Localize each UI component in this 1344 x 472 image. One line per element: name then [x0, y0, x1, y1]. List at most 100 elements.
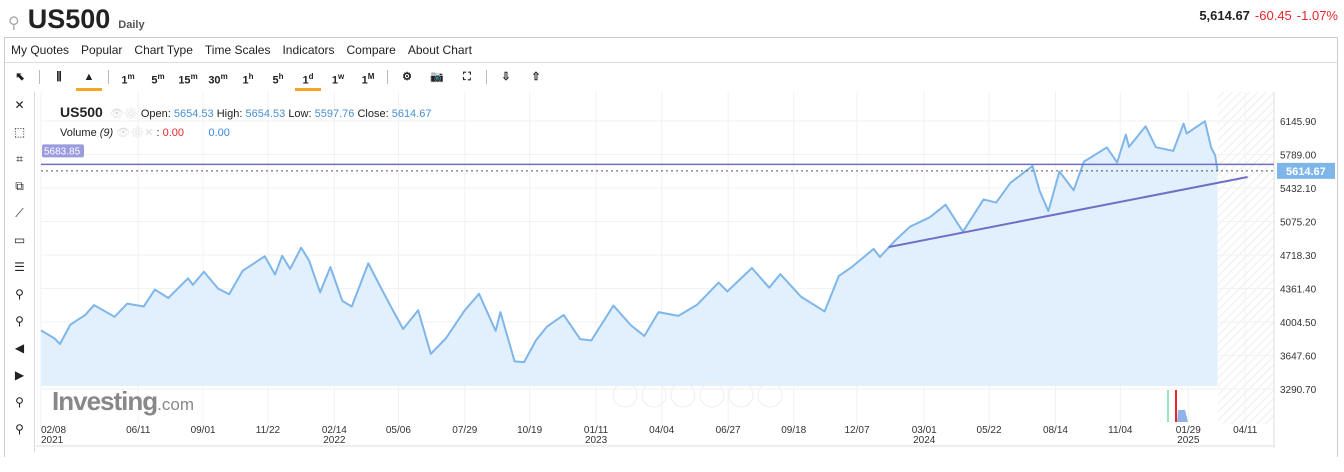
chart-nav-button[interactable]: [641, 382, 667, 408]
upload-icon[interactable]: ⇧: [531, 71, 541, 83]
zoom-fit-icon[interactable]: ⚲: [15, 395, 24, 409]
x-tick-label: 11/22: [256, 425, 281, 436]
x-tick-label: 03/01: [912, 425, 937, 436]
chart-menu: My Quotes Popular Chart Type Time Scales Ind…: [5, 38, 1337, 63]
chart-nav-button[interactable]: [670, 382, 696, 408]
timescale-number: 1: [302, 74, 309, 87]
timescale-number: 5: [272, 74, 279, 87]
area-chart-icon[interactable]: ▲: [74, 65, 104, 91]
current-price-value: 5614.67: [1286, 166, 1326, 178]
chart-nav-button[interactable]: [757, 382, 783, 408]
rectangle-tool-icon[interactable]: ▭: [13, 233, 26, 247]
timescale-unit: m: [190, 72, 198, 81]
x-tick-label: 05/22: [977, 425, 1002, 436]
timescale-30m[interactable]: 30m: [203, 65, 233, 89]
timescale-unit: m: [157, 72, 165, 81]
x-tick-label: 08/14: [1043, 425, 1068, 436]
y-tick-label: 5789.00: [1280, 151, 1317, 162]
menu-item-my-quotes[interactable]: My Quotes: [11, 43, 70, 57]
close-value: 5614.67: [391, 108, 432, 120]
magnet-icon[interactable]: ⌗: [16, 152, 23, 166]
period-label: Daily: [118, 19, 145, 31]
line-tool-icon[interactable]: ⟋: [15, 206, 24, 220]
drawing-tools-sidebar: ✕ ⬚ ⌗ ⧉ ⟋ ▭ ☰ ⚲ ⚲ ◀ ▶ ⚲ ⚲: [5, 92, 35, 452]
future-area: [1217, 92, 1274, 424]
chart-frame: [4, 37, 1338, 457]
close-icon[interactable]: ✕: [14, 98, 25, 112]
volume-settings-icon[interactable]: 👁⚙✕: [116, 127, 154, 139]
timescale-1w[interactable]: 1w: [323, 65, 353, 89]
menu-item-indicators[interactable]: Indicators: [282, 43, 335, 57]
x-tick-label: 01/11: [584, 425, 609, 436]
x-tick-label: 06/27: [716, 425, 741, 436]
fibonacci-icon[interactable]: ☰: [14, 260, 25, 274]
investing-logo: Investing.com: [52, 386, 194, 416]
price-change: -60.45: [1254, 8, 1292, 23]
timescale-number: 30: [208, 74, 221, 87]
candlestick-icon[interactable]: ⫼: [56, 71, 62, 83]
zoom-reset-icon[interactable]: ⚲: [15, 422, 24, 436]
timescale-number: 1: [242, 74, 249, 87]
menu-item-compare[interactable]: Compare: [346, 43, 396, 57]
chart-nav-button[interactable]: [728, 382, 754, 408]
toolbar-divider: [108, 70, 109, 84]
timescale-unit: w: [337, 72, 345, 81]
chart-nav-button[interactable]: [612, 382, 638, 408]
eye-icon[interactable]: 👁⚙: [109, 108, 138, 120]
timescale-1d[interactable]: 1d: [293, 65, 323, 91]
camera-icon[interactable]: 📷: [430, 71, 444, 83]
download-icon[interactable]: ⇩: [501, 71, 511, 83]
toolbar-divider: [387, 70, 388, 84]
x-tick-year: 2025: [1177, 435, 1200, 446]
zoom-in-icon[interactable]: ⚲: [15, 287, 24, 301]
volume-value-a: 0.00: [162, 127, 185, 139]
y-tick-label: 4004.50: [1280, 318, 1317, 329]
menu-item-about-chart[interactable]: About Chart: [407, 43, 472, 57]
timescale-unit: d: [308, 72, 314, 81]
x-tick-label: 04/04: [649, 425, 674, 436]
header-title: ⚲ US500 Daily: [8, 4, 145, 34]
price-line: [40, 120, 1219, 364]
y-tick-label: 4718.30: [1280, 251, 1317, 262]
legend-symbol: US500: [60, 104, 103, 120]
close-label: Close:: [357, 108, 389, 120]
y-tick-label: 3647.60: [1280, 352, 1317, 363]
search-icon[interactable]: ⚲: [8, 15, 20, 32]
timescale-15m[interactable]: 15m: [173, 65, 203, 89]
timescale-number: 1: [121, 74, 128, 87]
x-tick-label: 10/19: [517, 425, 542, 436]
scroll-left-icon[interactable]: ◀: [14, 341, 25, 355]
menu-item-time-scales[interactable]: Time Scales: [204, 43, 271, 57]
timescale-5m[interactable]: 5m: [143, 65, 173, 89]
low-value: 5597.76: [314, 108, 355, 120]
volume-area: [1177, 410, 1188, 422]
x-tick-label: 12/07: [844, 425, 869, 436]
x-tick-year: 2022: [323, 435, 346, 446]
timescale-1h[interactable]: 1h: [233, 65, 263, 89]
timescale-unit: m: [220, 72, 228, 81]
y-tick-label: 5075.20: [1280, 218, 1317, 229]
scroll-right-icon[interactable]: ▶: [14, 368, 25, 382]
copy-icon[interactable]: ⧉: [15, 179, 24, 193]
x-tick-label: 09/18: [781, 425, 806, 436]
menu-item-popular[interactable]: Popular: [81, 43, 123, 57]
timescale-5h[interactable]: 5h: [263, 65, 293, 89]
cursor-icon[interactable]: ⬉: [15, 71, 25, 83]
timescale-unit: M: [367, 72, 375, 81]
timescale-unit: h: [248, 72, 254, 81]
last-price: 5,614.67: [1199, 8, 1250, 23]
timescale-1m[interactable]: 1m: [113, 65, 143, 89]
remove-drawings-icon[interactable]: ⬚: [13, 125, 26, 139]
fullscreen-icon[interactable]: ⛶: [463, 71, 471, 83]
horizontal-line-tag: [42, 144, 84, 158]
timescale-1M[interactable]: 1M: [353, 65, 383, 89]
settings-icon[interactable]: ⚙: [402, 71, 412, 83]
timescale-number: 1: [331, 74, 338, 87]
timescale-number: 5: [151, 74, 158, 87]
zoom-out-icon[interactable]: ⚲: [15, 314, 24, 328]
timescale-unit: m: [127, 72, 135, 81]
chart-nav-button[interactable]: [699, 382, 725, 408]
x-tick-label: 06/11: [126, 425, 151, 436]
menu-item-chart-type[interactable]: Chart Type: [134, 43, 193, 57]
